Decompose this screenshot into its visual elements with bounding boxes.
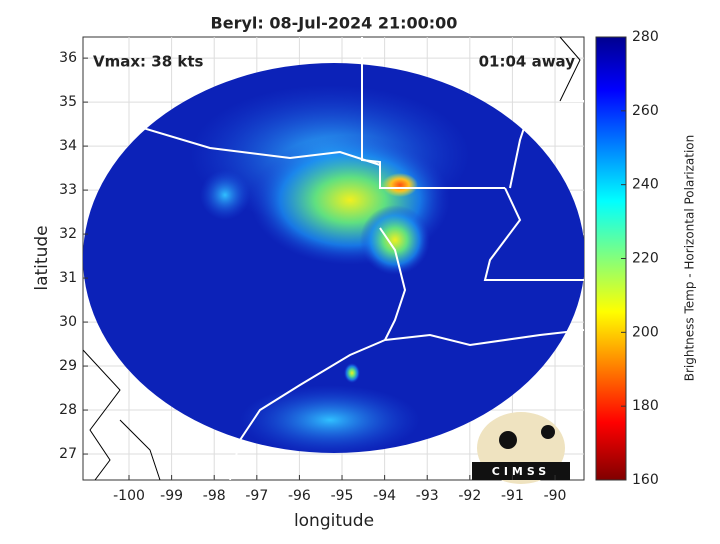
- x-tick-label: -92: [458, 488, 481, 504]
- logo-text: CIMSS: [492, 465, 550, 478]
- x-tick-label: -90: [544, 488, 567, 504]
- x-axis-label: longitude: [294, 511, 374, 531]
- y-tick-label: 30: [59, 314, 77, 330]
- brightness-image: [83, 37, 584, 480]
- colorbar-tick-label: 200: [632, 324, 659, 340]
- y-tick-label: 36: [59, 50, 77, 66]
- colorbar-tick-label: 260: [632, 103, 659, 119]
- x-tick-label: -91: [501, 488, 524, 504]
- colorbar-tick-label: 280: [632, 29, 659, 45]
- x-tick-label: -96: [288, 488, 311, 504]
- logo: CIMSS: [472, 412, 570, 484]
- colorbar-tick-label: 180: [632, 398, 659, 414]
- y-tick-label: 32: [59, 226, 77, 242]
- colorbar-tick-label: 160: [632, 472, 659, 488]
- x-tick-label: -99: [160, 488, 183, 504]
- x-tick-label: -97: [245, 488, 268, 504]
- x-tick-label: -93: [416, 488, 439, 504]
- y-tick-label: 33: [59, 182, 77, 198]
- y-tick-label: 29: [59, 358, 77, 374]
- y-axis-label: latitude: [32, 225, 52, 290]
- y-tick-label: 35: [59, 94, 77, 110]
- x-tick-label: -100: [113, 488, 145, 504]
- x-tick-label: -95: [331, 488, 354, 504]
- y-tick-label: 28: [59, 402, 77, 418]
- y-tick-label: 31: [59, 270, 77, 286]
- chart-title: Beryl: 08-Jul-2024 21:00:00: [211, 14, 458, 33]
- x-tick-label: -94: [373, 488, 396, 504]
- colorbar-label: Brightness Temp - Horizontal Polarizatio…: [683, 135, 697, 382]
- annotation: Vmax: 38 kts: [93, 53, 203, 71]
- y-tick-label: 34: [59, 138, 77, 154]
- colorbar-tick-label: 220: [632, 251, 659, 267]
- x-tick-label: -98: [203, 488, 226, 504]
- colorbar-tick-label: 240: [632, 177, 659, 193]
- y-tick-label: 27: [59, 446, 77, 462]
- annotation: 01:04 away: [479, 53, 576, 71]
